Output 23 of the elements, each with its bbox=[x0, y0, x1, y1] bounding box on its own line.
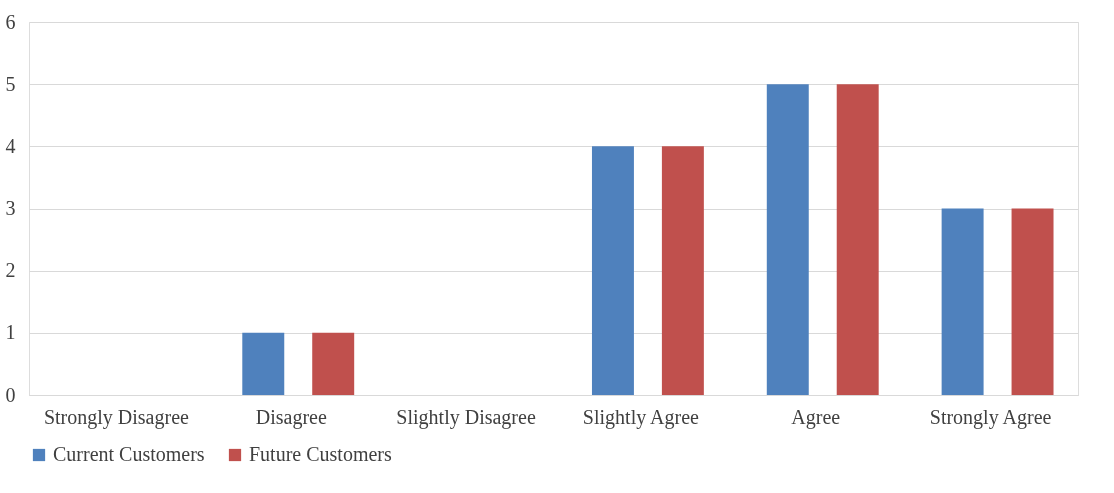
bar bbox=[1011, 208, 1054, 395]
bar bbox=[836, 84, 879, 395]
y-tick-label: 1 bbox=[5, 321, 16, 344]
y-tick-label: 5 bbox=[5, 72, 16, 95]
y-tick-label: 6 bbox=[5, 10, 16, 33]
x-tick-label: Agree bbox=[791, 405, 841, 429]
legend-label: Current Customers bbox=[53, 443, 205, 465]
x-tick-label: Disagree bbox=[255, 405, 327, 429]
y-tick-label: 3 bbox=[5, 197, 16, 219]
bar bbox=[312, 332, 355, 395]
x-tick-label: Slightly Agree bbox=[582, 405, 700, 429]
bar bbox=[661, 146, 704, 395]
bar bbox=[591, 146, 634, 395]
legend-label: Future Customers bbox=[249, 443, 392, 465]
bar bbox=[941, 208, 984, 395]
bar bbox=[242, 332, 285, 395]
y-tick-label: 4 bbox=[5, 134, 16, 157]
x-tick-label: Strongly Agree bbox=[929, 405, 1052, 429]
bar bbox=[766, 84, 809, 395]
y-tick-label: 0 bbox=[5, 383, 16, 406]
x-tick-label: Strongly Disagree bbox=[43, 405, 190, 429]
x-tick-label: Slightly Disagree bbox=[396, 405, 536, 429]
y-tick-label: 2 bbox=[5, 259, 16, 282]
